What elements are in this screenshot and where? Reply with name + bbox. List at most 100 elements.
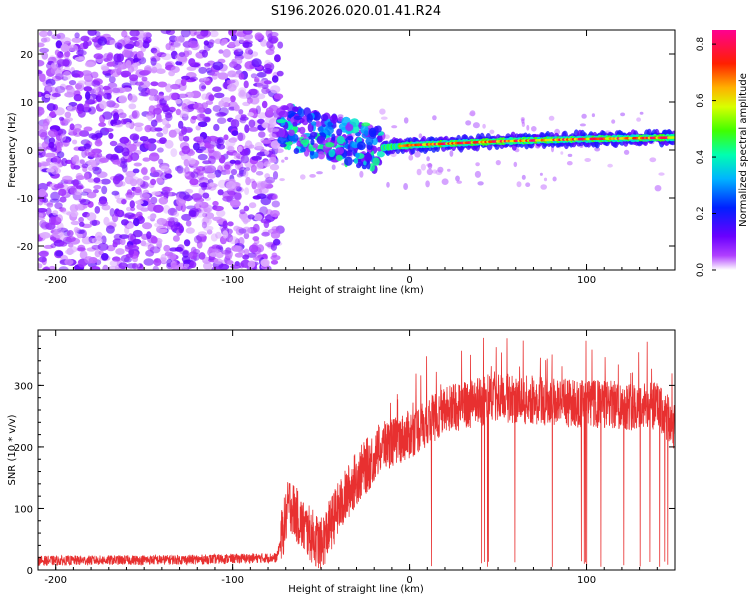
noise-blob (274, 54, 281, 63)
noise-blob (227, 145, 235, 153)
colorbar-label: Normalized spectral amplitude (738, 73, 749, 227)
noise-blob (48, 141, 55, 149)
noise-blob (212, 86, 222, 92)
noise-blob (261, 100, 268, 109)
sparse-blob (416, 168, 422, 176)
noise-blob (76, 184, 85, 190)
noise-blob (237, 132, 244, 142)
noise-blob (146, 231, 152, 240)
noise-blob (248, 144, 255, 149)
noise-blob (238, 228, 247, 234)
noise-blob (88, 133, 97, 139)
noise-blob (188, 251, 198, 260)
noise-blob (254, 252, 262, 260)
transition-blob (353, 157, 359, 164)
noise-blob (46, 168, 55, 173)
noise-blob (121, 219, 129, 226)
noise-blob (87, 159, 97, 166)
noise-blob (201, 221, 207, 229)
snr-xtick-label: -200 (44, 575, 67, 586)
noise-blob (247, 214, 255, 220)
snr-ylabel: SNR (10 * v/v) (7, 414, 18, 485)
noise-blob (70, 210, 79, 218)
noise-blob (188, 58, 196, 67)
noise-blob (215, 231, 222, 239)
noise-blob (106, 244, 116, 252)
noise-blob (271, 131, 281, 138)
noise-blob (128, 249, 135, 256)
noise-blob (142, 40, 150, 49)
sparse-blob (649, 157, 657, 163)
noise-blob (124, 244, 134, 250)
noise-blob (255, 105, 261, 114)
sparse-blob (441, 178, 449, 185)
noise-blob (248, 202, 257, 209)
noise-blob (150, 178, 157, 186)
noise-blob (138, 92, 149, 97)
noise-blob (174, 246, 183, 252)
noise-blob (269, 156, 277, 163)
transition-blob (327, 121, 333, 127)
noise-blob (91, 219, 98, 226)
noise-blob (106, 53, 113, 62)
transition-blob (369, 163, 375, 172)
noise-blob (122, 87, 132, 92)
transition-blob (328, 149, 336, 158)
noise-blob (212, 61, 224, 71)
noise-blob (38, 91, 42, 98)
noise-blob (237, 146, 243, 152)
noise-blob (181, 126, 188, 135)
noise-blob (126, 222, 134, 229)
noise-blob (39, 220, 47, 228)
noise-blob (148, 152, 160, 162)
noise-blob (221, 250, 232, 255)
transition-blob (355, 152, 360, 159)
noise-blob (161, 53, 172, 61)
noise-blob (89, 266, 101, 270)
transition-blob (292, 121, 298, 128)
transition-blob (346, 135, 354, 141)
noise-blob (238, 73, 245, 80)
noise-blob (80, 191, 89, 196)
sparse-blob (539, 172, 543, 176)
noise-blob (93, 177, 101, 184)
noise-blob (245, 47, 253, 55)
noise-blob (115, 248, 125, 255)
noise-blob (131, 255, 139, 263)
sparse-blob (531, 126, 537, 132)
noise-blob (46, 103, 56, 112)
noise-blob (156, 132, 164, 138)
spectrogram-ylabel: Frequency (Hz) (7, 112, 18, 188)
noise-blob (46, 115, 53, 123)
noise-blob (254, 78, 260, 83)
noise-blob (252, 236, 260, 242)
noise-blob (54, 202, 63, 210)
sparse-blob (435, 169, 443, 176)
noise-blob (243, 169, 249, 178)
snr-ytick-label: 100 (14, 504, 33, 515)
noise-blob (189, 178, 199, 186)
noise-blob (46, 202, 54, 208)
noise-blob (108, 40, 117, 45)
noise-blob (149, 126, 158, 133)
noise-blob (256, 182, 266, 190)
noise-blob (230, 119, 240, 129)
noise-blob (222, 230, 229, 239)
sparse-blob (525, 182, 531, 187)
noise-blob (83, 143, 92, 150)
noise-blob (163, 109, 174, 115)
noise-blob (134, 186, 142, 193)
noise-blob (84, 71, 91, 78)
noise-blob (56, 214, 63, 223)
noise-blob (113, 112, 120, 121)
sparse-blob (331, 164, 336, 170)
noise-blob (84, 256, 94, 264)
snr-panel: -200 -100 0 100 0 100 200 300 Height of straigh… (7, 329, 676, 595)
noise-blob (175, 99, 182, 104)
noise-blob (47, 129, 59, 138)
noise-blob (153, 204, 164, 213)
transition-blob (317, 151, 325, 160)
noise-blob (133, 162, 142, 167)
noise-blob (253, 188, 263, 195)
